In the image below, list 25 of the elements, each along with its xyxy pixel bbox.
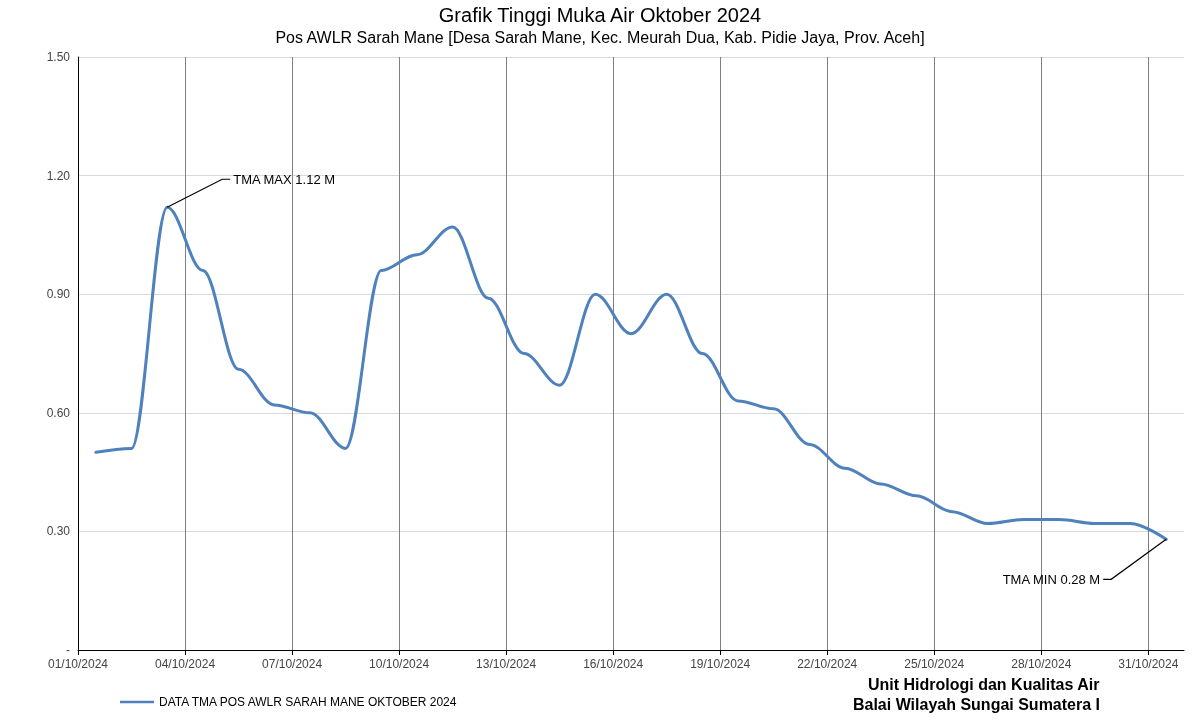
- x-tick-label: 07/10/2024: [262, 657, 323, 671]
- x-tick-label: 31/10/2024: [1118, 657, 1179, 671]
- chart-title: Grafik Tinggi Muka Air Oktober 2024: [438, 4, 762, 26]
- y-tick-label: 0.90: [46, 287, 71, 302]
- y-tick-label: -: [66, 643, 70, 657]
- x-tick-label: 25/10/2024: [904, 657, 965, 671]
- x-tick-label: 01/10/2024: [47, 657, 109, 671]
- x-tick-label: 16/10/2024: [583, 657, 644, 671]
- annotation: TMA MAX 1.12 M: [233, 171, 336, 187]
- y-tick-label: 0.60: [46, 405, 71, 420]
- y-tick-label: 1.20: [46, 168, 71, 183]
- line-series: [94, 205, 1168, 541]
- y-tick-label: 0.30: [46, 524, 71, 539]
- text: Balai Wilayah Sungai Sumatera I: [852, 695, 1100, 713]
- x-tick-label: 28/10/2024: [1011, 657, 1072, 671]
- legend-label: DATA TMA POS AWLR SARAH MANE OKTOBER 2024: [159, 695, 457, 709]
- chart-subtitle: Pos AWLR Sarah Mane [Desa Sarah Mane, Kec. Meurah Dua, Kab. Pidie Jaya, Prov. Aceh]: [275, 28, 925, 46]
- annotation: TMA MIN 0.28 M: [1002, 571, 1101, 587]
- x-tick-label: 19/10/2024: [690, 657, 751, 671]
- x-tick-label: 04/10/2024: [155, 657, 216, 671]
- x-tick-label: 10/10/2024: [369, 657, 430, 671]
- x-tick-label: 13/10/2024: [476, 657, 537, 671]
- x-tick-label: 22/10/2024: [797, 657, 858, 671]
- y-tick-label: 1.50: [46, 50, 71, 64]
- text: Unit Hidrologi dan Kualitas Air: [867, 675, 1100, 693]
